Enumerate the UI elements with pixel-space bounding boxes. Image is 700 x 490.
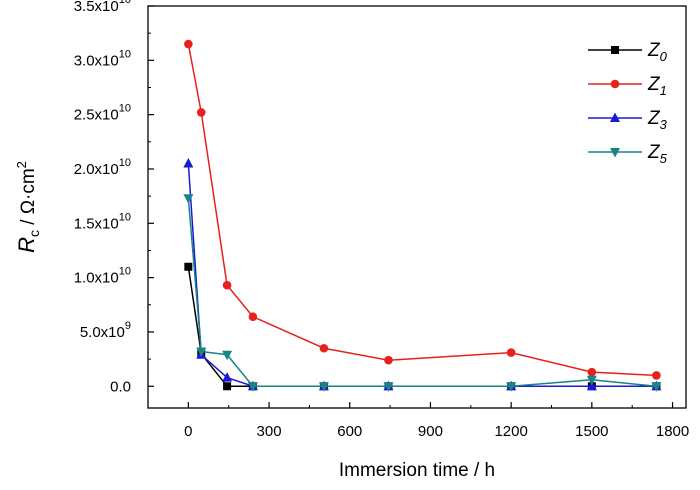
x-tick-label: 300 xyxy=(257,423,282,440)
data-point xyxy=(196,347,207,358)
series-Z3 xyxy=(183,158,662,391)
x-tick-label: 1200 xyxy=(494,423,527,440)
y-axis-unit: / Ω·cm xyxy=(18,168,39,230)
data-point xyxy=(223,382,232,391)
plot-frame xyxy=(147,5,687,409)
y-tick-label: 0.0 xyxy=(110,378,131,395)
y-tick-mantissa: 5.0x10 xyxy=(80,324,125,341)
y-tick-exponent: 10 xyxy=(119,103,131,115)
ticks-layer: 0 300 600 900 1200 1500 18000.05.0x1091.0x1010… xyxy=(74,0,690,440)
y-tick-mantissa: 3.5x10 xyxy=(74,0,119,15)
legend-label-subscript: 0 xyxy=(660,49,668,64)
legend-label: Z1 xyxy=(647,74,667,98)
data-point xyxy=(319,343,329,353)
x-tick-label: 1500 xyxy=(575,423,608,440)
y-tick-label: 2.5x1010 xyxy=(74,103,131,124)
y-tick-exponent: 10 xyxy=(119,48,131,60)
y-axis-title: Rc / Ω·cm2 xyxy=(14,161,42,253)
y-tick-exponent: 10 xyxy=(119,211,131,223)
legend-item-Z3: Z3 xyxy=(588,108,668,132)
y-tick-label: 1.0x1010 xyxy=(74,266,131,287)
data-point xyxy=(506,348,516,357)
y-tick-mantissa: 1.5x10 xyxy=(74,215,119,232)
x-tick-label: 1800 xyxy=(656,423,689,440)
y-tick-mantissa: 2.5x10 xyxy=(74,107,119,124)
data-point xyxy=(184,262,193,271)
legend-item-Z5: Z5 xyxy=(588,142,668,166)
legend-label: Z3 xyxy=(647,108,668,132)
legend-label-main: Z xyxy=(647,142,661,163)
data-point xyxy=(383,382,394,392)
data-point xyxy=(222,372,233,382)
legend-label: Z5 xyxy=(647,142,668,166)
data-point xyxy=(222,350,233,361)
y-tick-mantissa: 2.0x10 xyxy=(74,161,119,178)
series-line xyxy=(187,266,657,388)
legend-label-subscript: 1 xyxy=(660,83,667,98)
series-layer xyxy=(183,39,662,392)
y-tick-mantissa: 3.0x10 xyxy=(74,52,119,69)
series-Z1 xyxy=(184,39,661,380)
legend-marker xyxy=(611,46,619,54)
legend-marker xyxy=(610,79,620,89)
legend-label-main: Z xyxy=(647,108,661,129)
y-tick-exponent: 10 xyxy=(119,0,131,6)
x-tick-label: 600 xyxy=(337,423,362,440)
y-tick-exponent: 10 xyxy=(119,157,131,169)
y-tick-label: 3.5x1010 xyxy=(74,0,131,15)
data-point xyxy=(651,382,662,392)
data-point xyxy=(247,382,258,392)
y-axis-unit-superscript: 2 xyxy=(14,161,29,168)
y-tick-mantissa: 0.0 xyxy=(110,378,131,395)
data-point xyxy=(222,280,232,290)
data-point xyxy=(196,108,206,117)
y-tick-label: 3.0x1010 xyxy=(74,48,131,69)
legend-label-main: Z xyxy=(647,40,661,61)
y-tick-mantissa: 1.0x10 xyxy=(74,270,119,287)
data-point xyxy=(506,382,517,392)
legend-item-Z1: Z1 xyxy=(588,74,667,98)
legend-label-subscript: 3 xyxy=(660,117,668,132)
series-line xyxy=(187,43,657,377)
x-axis-title: Immersion time / h xyxy=(339,460,495,481)
y-tick-label: 2.0x1010 xyxy=(74,157,131,178)
y-axis-symbol: R xyxy=(14,237,39,253)
y-axis-subscript: c xyxy=(26,230,42,237)
legend-marker xyxy=(610,112,620,122)
legend-marker xyxy=(610,148,620,158)
y-tick-exponent: 9 xyxy=(125,320,131,332)
data-point xyxy=(183,158,194,168)
data-point xyxy=(586,380,597,391)
data-point xyxy=(384,355,393,365)
legend-label-main: Z xyxy=(647,74,661,95)
legend-label-subscript: 5 xyxy=(660,151,668,166)
y-tick-exponent: 10 xyxy=(119,266,131,278)
data-point xyxy=(183,194,194,204)
data-point xyxy=(248,312,258,322)
data-point xyxy=(318,382,329,392)
data-point xyxy=(586,375,597,386)
y-tick-label: 5.0x109 xyxy=(80,320,131,341)
series-Z5 xyxy=(183,194,662,392)
data-point xyxy=(184,39,193,49)
data-point xyxy=(587,367,597,377)
x-tick-label: 0 xyxy=(184,423,192,440)
y-tick-label: 1.5x1010 xyxy=(74,211,131,232)
data-point xyxy=(652,371,661,380)
legend-item-Z0: Z0 xyxy=(588,40,668,64)
legend-label: Z0 xyxy=(647,40,668,64)
series-line xyxy=(187,163,657,388)
x-tick-label: 900 xyxy=(418,423,443,440)
